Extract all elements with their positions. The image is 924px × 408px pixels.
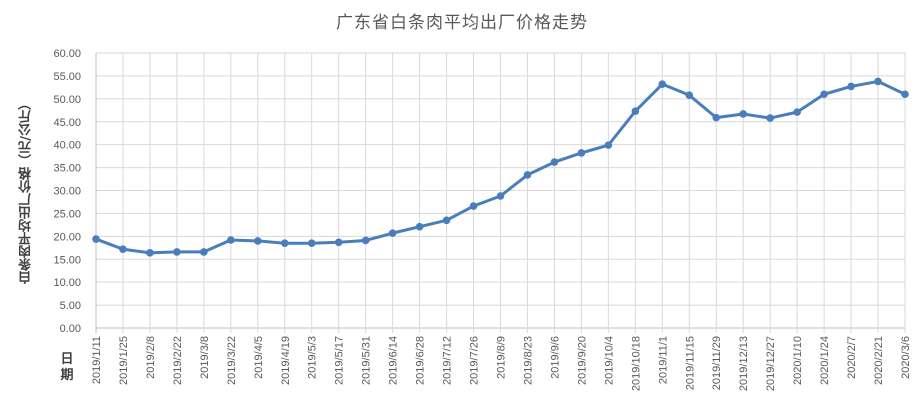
data-point-marker xyxy=(577,149,586,157)
x-tick-label: 2020/1/10 xyxy=(792,336,804,385)
data-series xyxy=(92,77,909,257)
data-point-marker xyxy=(307,239,316,248)
data-point-marker xyxy=(604,141,613,149)
x-tick-label: 2019/3/8 xyxy=(199,336,211,379)
data-point-marker xyxy=(820,90,828,99)
y-tick-label: 25.00 xyxy=(53,208,81,220)
x-tick-label: 2019/6/28 xyxy=(415,336,427,385)
x-tick-label: 2019/2/22 xyxy=(172,336,184,385)
data-point-marker xyxy=(334,238,343,247)
y-tick-label: 30.00 xyxy=(53,186,81,198)
y-tick-label: 15.00 xyxy=(53,254,81,266)
x-tick-label: 2019/10/4 xyxy=(603,336,615,385)
x-tick-label: 2020/1/24 xyxy=(819,336,831,385)
data-point-marker xyxy=(200,248,208,256)
x-tick-label: 2020/2/21 xyxy=(873,336,885,385)
data-point-marker xyxy=(739,110,747,118)
x-tick-label: 2019/5/31 xyxy=(361,336,373,385)
data-point-marker xyxy=(901,90,909,99)
data-point-marker xyxy=(712,113,721,122)
data-point-marker xyxy=(766,114,774,122)
chart-title: 广东省白条肉平均出厂价格走势 xyxy=(336,13,588,33)
x-tick-label: 2019/9/20 xyxy=(576,336,588,385)
x-tick-label: 2019/2/8 xyxy=(145,336,157,379)
data-point-marker xyxy=(658,80,667,88)
x-tick-label: 2019/9/6 xyxy=(549,336,561,379)
x-axis-label: 日期 xyxy=(60,352,74,383)
data-point-marker xyxy=(550,158,559,166)
x-tick-label: 2019/1/25 xyxy=(118,336,130,385)
x-tick-label: 2019/5/17 xyxy=(334,336,346,385)
x-tick-label: 2019/11/15 xyxy=(684,336,696,390)
data-point-marker xyxy=(496,192,505,200)
y-tick-label: 40.00 xyxy=(53,140,81,152)
data-point-marker xyxy=(280,239,289,248)
data-point-marker xyxy=(793,108,801,116)
y-tick-label: 35.00 xyxy=(53,163,81,175)
data-point-marker xyxy=(388,229,397,237)
data-point-marker xyxy=(442,216,451,225)
x-tick-label: 2020/3/6 xyxy=(900,336,912,379)
x-tick-label: 2020/2/7 xyxy=(846,336,858,379)
x-tick-label: 2019/12/13 xyxy=(738,336,750,391)
x-tick-label: 2019/11/29 xyxy=(711,336,723,390)
x-tick-label: 2019/6/14 xyxy=(388,336,400,385)
data-point-marker xyxy=(523,171,532,179)
y-tick-label: 45.00 xyxy=(53,117,81,129)
y-tick-label: 60.00 xyxy=(53,48,81,60)
y-tick-label: 20.00 xyxy=(53,231,81,243)
y-tick-label: 55.00 xyxy=(53,71,81,83)
x-tick-label: 2019/8/23 xyxy=(522,336,534,385)
data-point-marker xyxy=(361,236,370,245)
data-point-marker xyxy=(92,235,100,243)
y-axis-ticks: 0.00 5.00 10.00 15.00 20.00 25.00 30.00 35.00 40… xyxy=(53,48,81,335)
data-point-marker xyxy=(227,236,235,244)
x-tick-label: 2019/11/1 xyxy=(657,336,669,384)
data-point-marker xyxy=(847,82,855,91)
y-tick-label: 10.00 xyxy=(53,277,81,289)
x-tick-label: 2019/7/26 xyxy=(469,336,481,385)
x-tick-label: 2019/8/9 xyxy=(496,336,508,379)
data-point-marker xyxy=(415,222,424,231)
data-point-marker xyxy=(685,91,694,99)
data-point-marker xyxy=(631,107,640,116)
y-tick-label: 5.00 xyxy=(60,300,81,312)
data-point-marker xyxy=(119,245,127,253)
x-tick-label: 2019/10/18 xyxy=(630,336,642,391)
data-point-marker xyxy=(874,77,882,86)
x-tick-label: 2019/4/5 xyxy=(253,336,265,379)
y-tick-label: 50.00 xyxy=(53,94,81,106)
data-point-marker xyxy=(146,249,154,257)
data-point-marker xyxy=(469,202,478,210)
data-point-marker xyxy=(173,248,181,256)
x-tick-label: 2019/5/3 xyxy=(307,336,319,379)
x-tick-label: 2019/12/27 xyxy=(765,336,777,391)
x-axis-ticks: 2019/1/11 2019/1/25 2019/2/8 2019/2/22 2019/… xyxy=(91,336,912,391)
data-point-marker xyxy=(253,237,262,245)
y-tick-label: 0.00 xyxy=(60,323,81,335)
x-tick-label: 2019/3/22 xyxy=(226,336,238,385)
x-tick-label: 2019/7/12 xyxy=(442,336,454,385)
gridlines xyxy=(95,52,906,333)
x-tick-label: 2019/1/11 xyxy=(91,336,103,384)
x-tick-label: 2019/4/19 xyxy=(280,336,292,385)
